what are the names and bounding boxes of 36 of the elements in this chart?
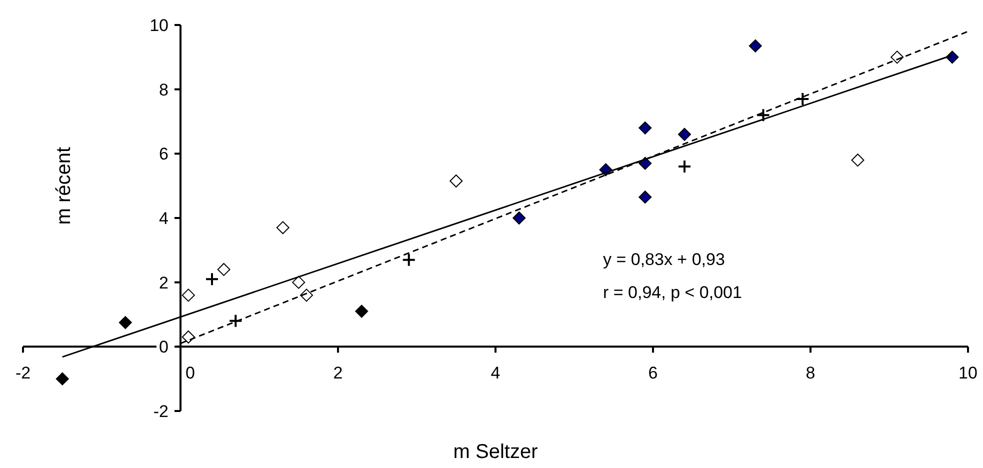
x-tick-label: 0 xyxy=(186,364,195,383)
y-tick-label: 4 xyxy=(159,209,168,228)
x-tick-label: 8 xyxy=(806,364,816,383)
point xyxy=(851,154,864,167)
point xyxy=(402,252,416,267)
x-tick-label: 10 xyxy=(958,364,978,383)
point xyxy=(512,212,526,224)
x-tick-label: 2 xyxy=(333,364,343,383)
y-tick-label: -2 xyxy=(153,402,168,421)
y-tick-label: 6 xyxy=(159,144,168,164)
annotation: r = 0,94, p < 0,001 xyxy=(603,283,742,302)
point xyxy=(450,174,463,188)
annotation: y = 0,83x + 0,93 xyxy=(603,250,725,269)
point xyxy=(678,160,692,174)
point xyxy=(756,108,770,122)
x-tick-label: 4 xyxy=(490,364,500,383)
point xyxy=(205,272,219,286)
x-axis-title: m Seltzer xyxy=(453,441,538,463)
point xyxy=(748,39,762,52)
point xyxy=(638,190,652,204)
point xyxy=(276,221,290,234)
y-tick-label: 8 xyxy=(159,80,168,100)
x-tick-label: -2 xyxy=(15,364,31,383)
point xyxy=(228,314,243,328)
y-tick-label: 0 xyxy=(159,338,168,357)
y-axis-title: m récent xyxy=(53,146,75,225)
point xyxy=(638,121,652,134)
y-tick-label: 2 xyxy=(159,273,168,292)
point xyxy=(796,92,810,106)
point xyxy=(182,288,195,302)
point xyxy=(182,330,195,344)
y-tick-label: 10 xyxy=(150,16,168,35)
point xyxy=(217,262,230,276)
point xyxy=(292,276,306,289)
x-tick-label: 6 xyxy=(648,364,658,383)
point xyxy=(678,128,691,141)
